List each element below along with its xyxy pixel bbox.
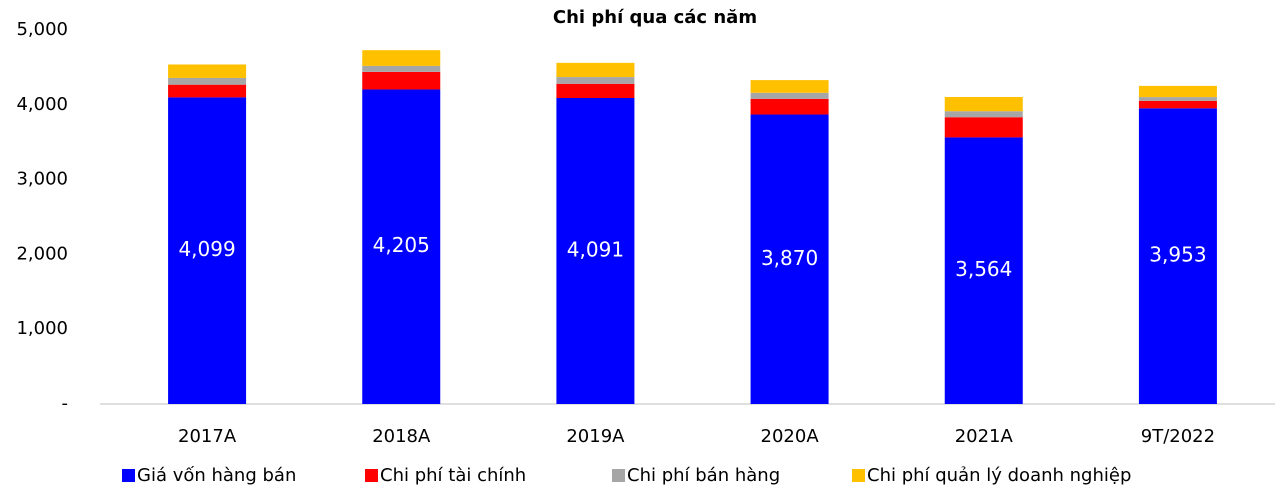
chart-title: Chi phí qua các năm: [553, 7, 757, 28]
bar-segment: [362, 89, 441, 404]
bar-segment: [168, 64, 247, 78]
data-label: 3,870: [761, 246, 818, 270]
x-tick-label: 2020A: [761, 426, 820, 447]
bar-segment: [556, 62, 635, 78]
x-tick-label: 2017A: [178, 426, 237, 447]
y-tick-label: 3,000: [16, 169, 68, 190]
bar-segment: [1138, 100, 1217, 109]
legend-swatch: [612, 469, 625, 482]
bar-segment: [750, 80, 829, 93]
y-tick-label: 4,000: [16, 94, 68, 115]
bar-segment: [1138, 108, 1217, 404]
bar-segment: [362, 65, 441, 72]
y-tick-label: 5,000: [16, 19, 68, 40]
bar-segment: [362, 71, 441, 90]
x-tick-label: 2021A: [955, 426, 1014, 447]
legend-label: Chi phí tài chính: [380, 465, 526, 486]
bar-segment: [944, 137, 1023, 405]
bar-segment: [944, 117, 1023, 138]
bar-segment: [556, 77, 635, 84]
bar-segment: [750, 98, 829, 115]
bar-segment: [1138, 85, 1217, 98]
data-label: 4,205: [373, 233, 430, 257]
legend-label: Giá vốn hàng bán: [137, 465, 296, 486]
legend-swatch: [122, 469, 135, 482]
legend-label: Chi phí bán hàng: [627, 465, 780, 486]
bar-segment: [168, 97, 247, 404]
y-tick-label: 2,000: [16, 243, 68, 264]
bar-segment: [750, 92, 829, 99]
y-tick-label: 1,000: [16, 318, 68, 339]
bar-segment: [944, 97, 1023, 112]
bar-segment: [556, 83, 635, 98]
bar-segment: [1138, 97, 1217, 101]
legend-swatch: [852, 469, 865, 482]
bar-segment: [168, 77, 247, 85]
data-label: 3,953: [1149, 243, 1206, 267]
bar-segment: [944, 111, 1023, 118]
x-tick-label: 2019A: [566, 426, 625, 447]
y-tick-label: -: [62, 393, 69, 414]
data-label: 3,564: [955, 257, 1012, 281]
bar-segment: [362, 50, 441, 66]
bar-segment: [168, 84, 247, 98]
legend-swatch: [365, 469, 378, 482]
bar-segment: [750, 114, 829, 405]
bar-segment: [556, 97, 635, 405]
x-tick-label: 2018A: [372, 426, 431, 447]
data-label: 4,099: [178, 237, 235, 261]
data-label: 4,091: [567, 237, 624, 261]
x-tick-label: 9T/2022: [1141, 426, 1215, 447]
legend-label: Chi phí quản lý doanh nghiệp: [867, 465, 1131, 486]
